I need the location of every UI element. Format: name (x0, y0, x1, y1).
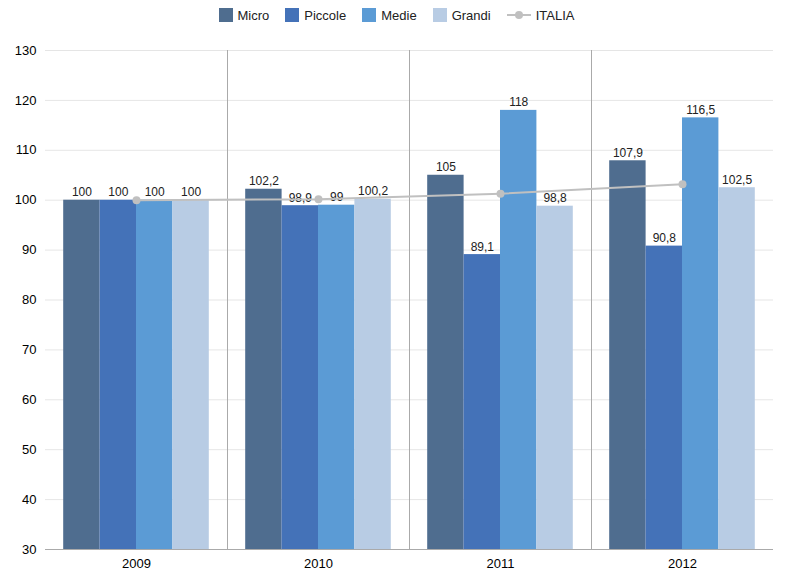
svg-text:102,2: 102,2 (249, 174, 279, 188)
svg-text:130: 130 (15, 43, 37, 58)
svg-text:100: 100 (15, 192, 37, 207)
svg-text:110: 110 (16, 142, 37, 157)
svg-text:98,8: 98,8 (543, 191, 567, 205)
html-text:ITALIA: ITALIA (535, 7, 575, 23)
svg-text:118: 118 (509, 95, 528, 109)
svg-text:107,9: 107,9 (613, 146, 643, 160)
svg-text:100: 100 (181, 185, 201, 199)
svg-text:100,2: 100,2 (358, 184, 388, 198)
svg-text:100: 100 (72, 185, 92, 199)
svg-text:99: 99 (330, 190, 344, 204)
svg-text:102,5: 102,5 (722, 173, 752, 187)
svg-text:105: 105 (436, 160, 456, 174)
svg-text:90,8: 90,8 (653, 231, 677, 245)
svg-text:2009: 2009 (122, 556, 151, 571)
svg-text:80: 80 (22, 292, 36, 307)
svg-text:50: 50 (22, 442, 36, 457)
svg-text:100: 100 (108, 185, 128, 199)
svg-text:116,5: 116,5 (686, 103, 715, 117)
html-text:Micro: Micro (237, 7, 270, 23)
svg-text:40: 40 (22, 492, 36, 507)
html-text:Grandi: Grandi (451, 7, 491, 23)
svg-text:60: 60 (22, 392, 36, 407)
svg-text:100: 100 (145, 185, 165, 199)
svg-text:2011: 2011 (487, 556, 515, 571)
html-text:Piccole: Piccole (304, 7, 347, 23)
svg-text:2012: 2012 (668, 556, 697, 571)
html-text:Medie: Medie (381, 7, 417, 23)
svg-text:2010: 2010 (304, 556, 333, 571)
svg-text:98,9: 98,9 (289, 191, 313, 205)
svg-text:70: 70 (22, 342, 36, 357)
svg-text:89,1: 89,1 (471, 240, 495, 254)
svg-text:120: 120 (15, 93, 37, 108)
svg-text:90: 90 (22, 242, 36, 257)
svg-text:30: 30 (22, 542, 36, 557)
